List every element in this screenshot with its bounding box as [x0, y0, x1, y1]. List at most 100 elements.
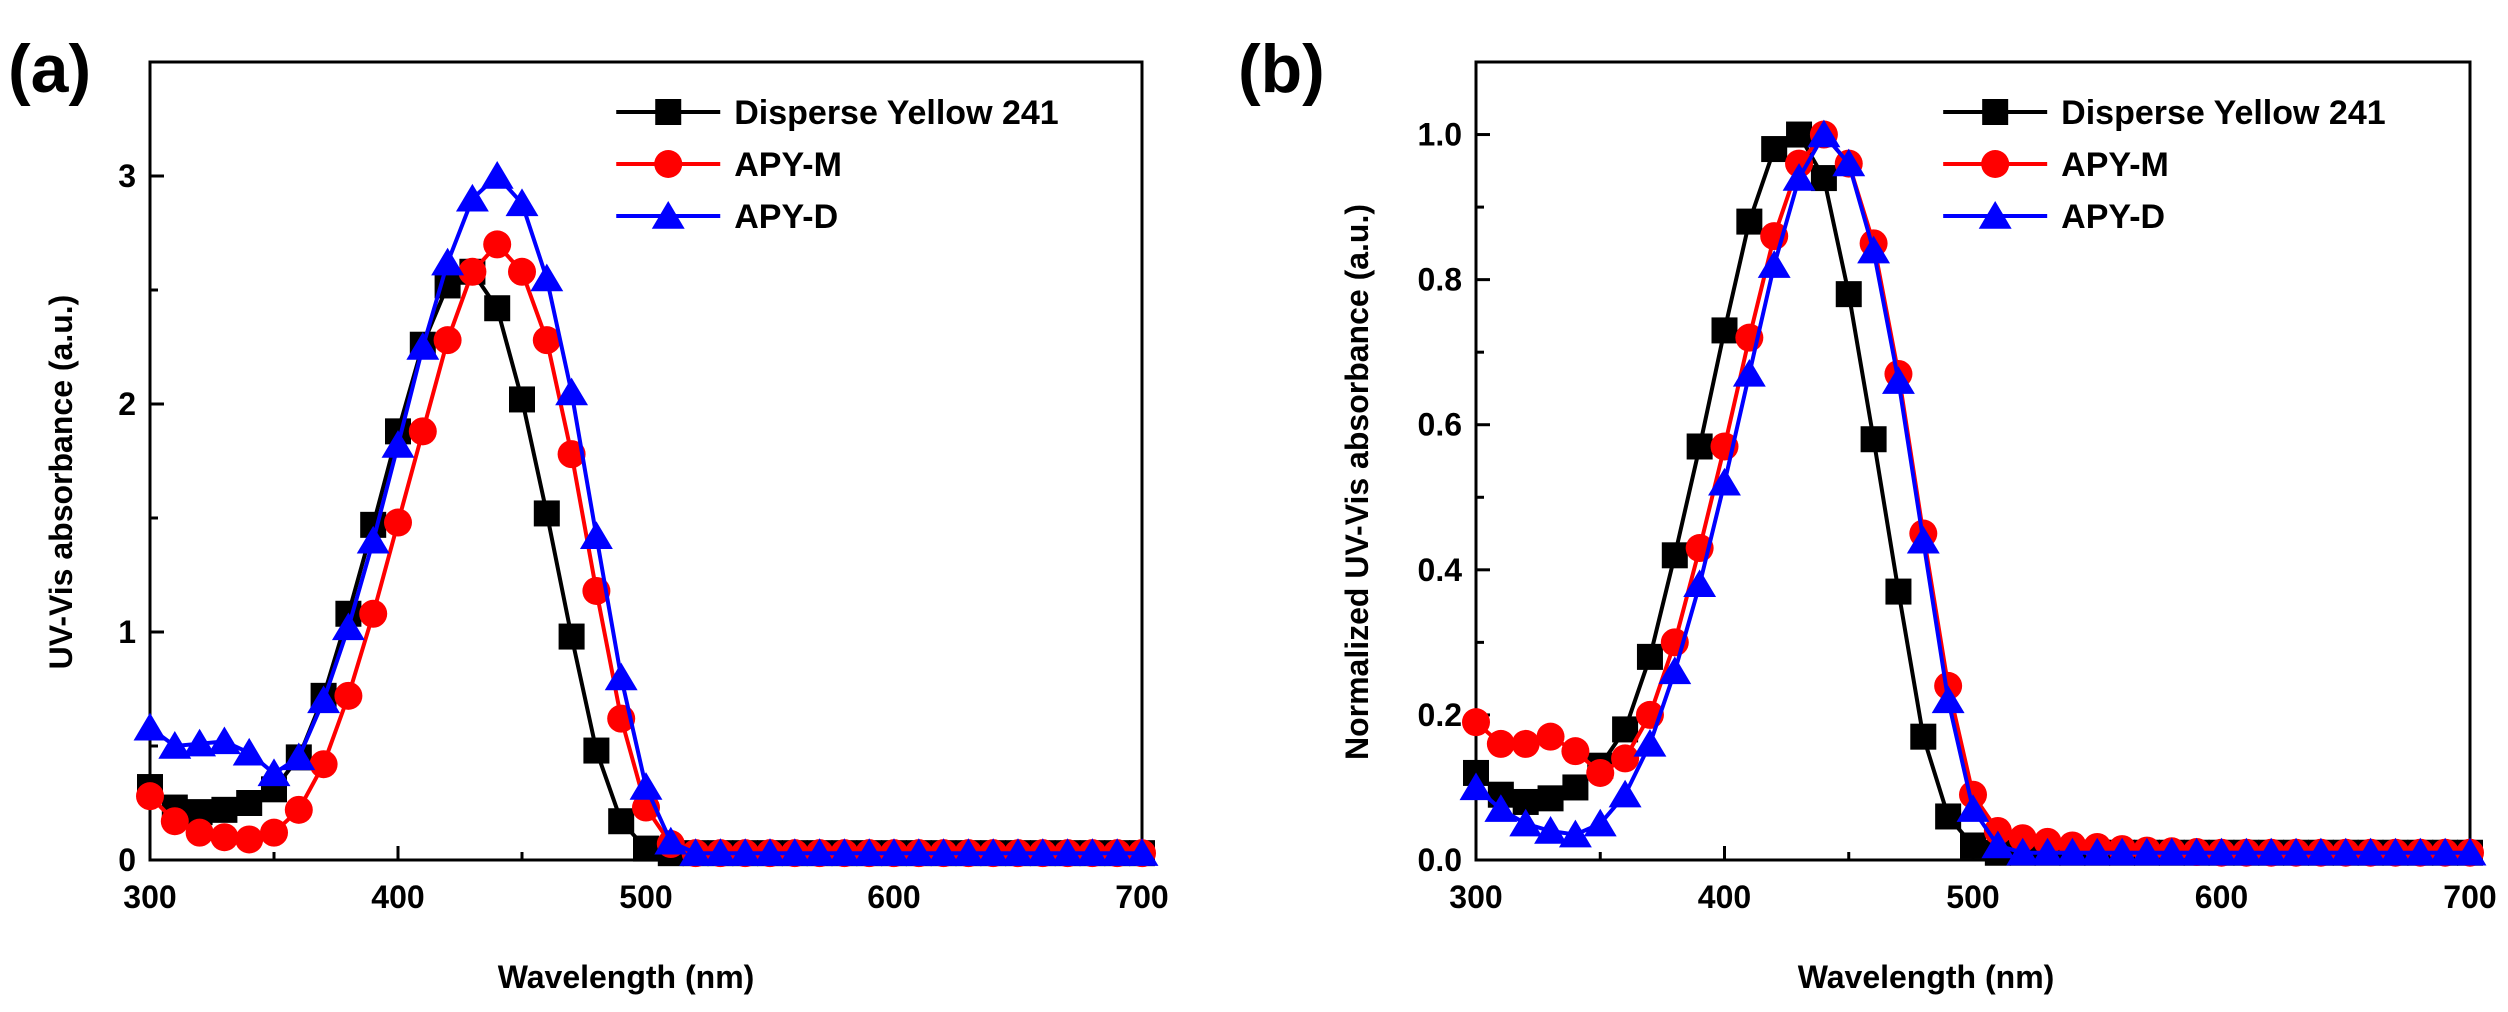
- data-point-disperse-yellow-241: [211, 796, 238, 823]
- data-point-apy-m: [1586, 758, 1615, 787]
- data-point-apy-d: [1583, 808, 1617, 837]
- data-point-apy-m: [508, 257, 536, 286]
- y-tick-label-a: 2: [118, 386, 136, 422]
- data-point-apy-d: [133, 712, 167, 741]
- data-point-apy-d: [282, 742, 316, 771]
- data-point-apy-d: [728, 838, 762, 866]
- data-point-apy-d: [2304, 837, 2338, 866]
- data-point-apy-d: [1857, 235, 1891, 264]
- data-point-apy-d: [1708, 467, 1741, 496]
- data-point-apy-d: [455, 183, 489, 212]
- data-point-apy-m: [1536, 722, 1565, 751]
- x-tick-label-a: 500: [619, 879, 672, 915]
- y-tick-label-b: 1.0: [1418, 117, 1462, 153]
- legend-marker-apy-d: [651, 201, 685, 229]
- data-point-apy-m: [260, 818, 288, 847]
- data-point-apy-d: [1732, 358, 1766, 387]
- plot-frame-a: [148, 60, 1144, 862]
- data-point-disperse-yellow-241: [1686, 433, 1713, 460]
- data-point-apy-d: [1100, 838, 1134, 866]
- y-tick-label-b: 0.4: [1418, 552, 1463, 588]
- data-point-apy-m: [483, 230, 512, 259]
- data-point-apy-d: [778, 838, 812, 866]
- legend-label-apy-d: APY-D: [2061, 198, 2165, 236]
- data-point-apy-m: [532, 326, 561, 355]
- x-tick-label-b: 300: [1449, 879, 1502, 915]
- data-point-disperse-yellow-241: [1537, 785, 1564, 812]
- data-point-apy-d: [1534, 816, 1567, 844]
- data-point-disperse-yellow-241: [509, 386, 535, 413]
- y-tick-label-a: 3: [118, 158, 136, 194]
- data-point-apy-m: [1462, 708, 1490, 737]
- data-point-apy-m: [136, 782, 164, 811]
- data-point-apy-d: [1459, 772, 1493, 801]
- data-point-apy-m: [160, 807, 189, 836]
- data-point-apy-d: [2229, 837, 2263, 866]
- data-point-apy-d: [927, 838, 961, 866]
- data-point-apy-d: [1981, 830, 2015, 859]
- data-point-apy-d: [2080, 837, 2114, 866]
- panel-a: (a) UV-Vis absorbance (a.u.) Wavelength …: [8, 31, 1169, 995]
- data-point-apy-d: [679, 838, 713, 866]
- data-point-disperse-yellow-241: [1761, 136, 1788, 163]
- data-point-apy-d: [654, 826, 688, 855]
- data-point-apy-d: [877, 838, 911, 866]
- data-point-apy-d: [1608, 779, 1642, 808]
- data-point-apy-d: [1633, 728, 1667, 757]
- data-point-apy-d: [2254, 837, 2288, 866]
- legend-marker-apy-m: [1981, 150, 2010, 178]
- data-point-disperse-yellow-241: [484, 295, 511, 322]
- y-axis-label-b: Normalized UV-Vis absorbance (a.u.): [1339, 204, 1375, 760]
- data-point-apy-d: [1026, 838, 1060, 866]
- y-tick-label-b: 0.8: [1418, 262, 1462, 298]
- data-point-apy-m: [309, 750, 338, 779]
- data-point-apy-d: [604, 662, 638, 691]
- data-point-apy-d: [2205, 837, 2238, 866]
- data-point-apy-d: [1882, 366, 1915, 394]
- data-point-apy-d: [1509, 808, 1543, 837]
- panel-b: (b) Normalized UV-Vis absorbance (a.u.) …: [1238, 31, 2497, 995]
- data-point-apy-d: [1558, 819, 1592, 848]
- x-axis-label-a: Wavelength (nm): [498, 959, 755, 995]
- data-point-apy-m: [384, 508, 412, 537]
- data-point-apy-d: [2105, 837, 2139, 866]
- data-point-apy-d: [1051, 838, 1085, 866]
- x-tick-label-a: 600: [867, 879, 920, 915]
- data-point-apy-d: [2379, 837, 2412, 866]
- legend-marker-apy-d: [1978, 201, 2012, 229]
- data-point-apy-m: [284, 795, 313, 824]
- data-point-disperse-yellow-241: [533, 500, 560, 527]
- data-point-apy-d: [2329, 837, 2363, 866]
- x-tick-label-a: 400: [371, 879, 424, 915]
- data-point-apy-d: [2155, 837, 2189, 866]
- data-point-apy-d: [1906, 525, 1940, 554]
- data-point-apy-d: [2006, 837, 2040, 866]
- y-axis-label-a: UV-Vis absorbance (a.u.): [43, 295, 79, 670]
- data-point-apy-d: [2130, 837, 2164, 866]
- data-point-apy-d: [356, 525, 390, 554]
- x-tick-label-b: 600: [2195, 879, 2248, 915]
- data-point-apy-d: [2428, 837, 2462, 866]
- legend-label-disperse-yellow-241: Disperse Yellow 241: [734, 94, 1058, 132]
- data-point-apy-d: [1125, 838, 1159, 866]
- legend-marker-disperse-yellow-241: [1982, 99, 2009, 125]
- data-point-apy-d: [555, 377, 589, 406]
- data-point-apy-d: [902, 838, 936, 866]
- data-point-apy-d: [1075, 838, 1109, 866]
- data-point-apy-d: [1001, 838, 1035, 866]
- data-point-apy-d: [579, 521, 613, 549]
- data-point-apy-d: [852, 838, 886, 866]
- x-tick-label-b: 500: [1946, 879, 1999, 915]
- data-point-apy-m: [433, 326, 462, 355]
- data-point-disperse-yellow-241: [1835, 281, 1862, 308]
- data-point-disperse-yellow-241: [1562, 774, 1589, 801]
- data-point-disperse-yellow-241: [608, 808, 635, 835]
- data-point-apy-d: [1832, 148, 1866, 177]
- data-point-apy-d: [951, 838, 985, 866]
- data-point-disperse-yellow-241: [1860, 426, 1887, 453]
- data-point-apy-d: [2180, 837, 2214, 866]
- data-point-disperse-yellow-241: [236, 790, 263, 816]
- data-point-apy-d: [232, 737, 266, 766]
- data-point-apy-m: [1486, 729, 1515, 758]
